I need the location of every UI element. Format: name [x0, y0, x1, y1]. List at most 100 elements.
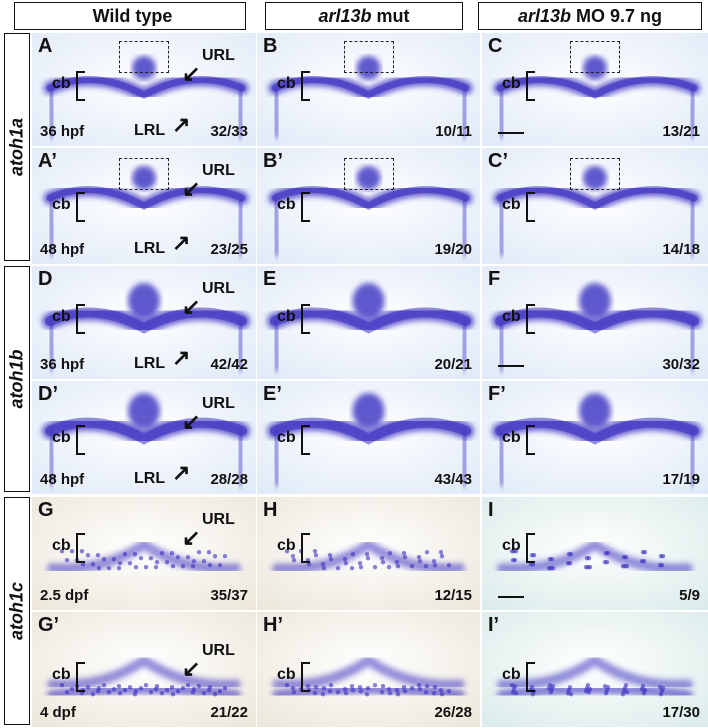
- cerebellum-label: cb: [502, 196, 521, 213]
- image-panel: A 32/33 36 hpf cb URL ↙ LRL ↗: [32, 33, 256, 146]
- column-header-arl13b-mut: arl13b mut: [265, 2, 463, 30]
- stage-label: 2.5 dpf: [40, 587, 89, 604]
- micrograph-image: [32, 266, 256, 379]
- panel-letter: C’: [488, 150, 508, 172]
- cerebellum-label: cb: [52, 666, 71, 683]
- roi-dashed-box: [343, 158, 394, 190]
- stage-label: 36 hpf: [40, 356, 85, 373]
- lrl-arrow-icon: ↗: [172, 230, 191, 255]
- cerebellum-label: cb: [277, 429, 296, 446]
- cerebellum-bracket: [526, 533, 535, 563]
- image-panel: B 10/11 cb: [257, 33, 480, 146]
- stage-label: 48 hpf: [40, 471, 85, 488]
- image-panel: C’ 14/18 cb: [482, 148, 708, 264]
- lrl-arrow-icon: ↗: [172, 112, 191, 137]
- lrl-label: LRL: [134, 470, 166, 487]
- cerebellum-bracket: [301, 71, 310, 101]
- cerebellum-label: cb: [52, 308, 71, 325]
- lrl-label: LRL: [134, 355, 166, 372]
- panel-letter: E: [263, 268, 277, 290]
- column-header-text: mut: [376, 5, 410, 26]
- micrograph-image: [257, 381, 480, 494]
- micrograph-image: [257, 33, 480, 146]
- micrograph-image: [482, 612, 708, 727]
- image-panel: D’ 28/28 48 hpf cb URL ↙ LRL ↗: [32, 381, 256, 494]
- micrograph-image: [257, 497, 480, 610]
- panel-letter: B’: [263, 150, 283, 172]
- roi-dashed-box: [343, 41, 394, 73]
- cerebellum-label: cb: [502, 429, 521, 446]
- image-panel: B’ 19/20 cb: [257, 148, 480, 264]
- micrograph-image: [32, 612, 256, 727]
- cerebellum-label: cb: [277, 537, 296, 554]
- stage-label: 36 hpf: [40, 123, 85, 140]
- cerebellum-bracket: [76, 662, 85, 692]
- cerebellum-label: cb: [52, 75, 71, 92]
- stage-label: 48 hpf: [40, 241, 85, 258]
- image-panel: F’ 17/19 cb: [482, 381, 708, 494]
- embryo-count: 21/22: [210, 704, 248, 721]
- cerebellum-label: cb: [277, 75, 296, 92]
- lrl-arrow-icon: ↗: [172, 460, 191, 485]
- micrograph-image: [32, 381, 256, 494]
- panel-letter: E’: [263, 383, 282, 405]
- embryo-count: 28/28: [210, 471, 248, 488]
- cerebellum-bracket: [76, 533, 85, 563]
- cerebellum-bracket: [526, 192, 535, 222]
- image-panel: F 30/32 cb: [482, 266, 708, 379]
- panel-letter: G’: [38, 614, 60, 636]
- scale-bar: [498, 365, 524, 367]
- url-label: URL: [202, 511, 235, 528]
- column-header-text: MO 9.7 ng: [576, 5, 663, 26]
- embryo-count: 10/11: [435, 123, 472, 140]
- micrograph-image: [482, 381, 708, 494]
- cerebellum-label: cb: [277, 196, 296, 213]
- embryo-count: 30/32: [662, 356, 700, 373]
- image-panel: H 12/15 cb: [257, 497, 480, 610]
- cerebellum-bracket: [76, 425, 85, 455]
- row-header-atoh1b: atoh1b: [4, 266, 30, 492]
- image-panel: E’ 43/43 cb: [257, 381, 480, 494]
- cerebellum-bracket: [76, 71, 85, 101]
- row-header-atoh1c: atoh1c: [4, 497, 30, 725]
- lrl-label: LRL: [134, 240, 166, 257]
- embryo-count: 19/20: [434, 241, 472, 258]
- column-header-arl13b-mo: arl13b MO 9.7 ng: [478, 2, 702, 30]
- column-header-wild-type: Wild type: [14, 2, 246, 30]
- embryo-count: 42/42: [210, 356, 248, 373]
- url-arrow-icon: ↙: [182, 176, 201, 201]
- cerebellum-bracket: [526, 304, 535, 334]
- url-label: URL: [202, 47, 235, 64]
- micrograph-image: [482, 33, 708, 146]
- panel-letter: H’: [263, 614, 283, 636]
- cerebellum-bracket: [76, 192, 85, 222]
- scale-bar: [498, 132, 524, 134]
- cerebellum-label: cb: [502, 537, 521, 554]
- scale-bar: [498, 596, 524, 598]
- url-arrow-icon: ↙: [182, 656, 201, 681]
- roi-dashed-box: [119, 41, 169, 73]
- embryo-count: 5/9: [679, 587, 700, 604]
- micrograph-image: [32, 497, 256, 610]
- panel-letter: F’: [488, 383, 506, 405]
- image-panel: I’ 17/30 cb: [482, 612, 708, 727]
- panel-letter: C: [488, 35, 503, 57]
- panel-letter: G: [38, 499, 54, 521]
- cerebellum-bracket: [526, 662, 535, 692]
- cerebellum-label: cb: [52, 196, 71, 213]
- panel-letter: A’: [38, 150, 57, 172]
- url-arrow-icon: ↙: [182, 525, 201, 550]
- embryo-count: 12/15: [434, 587, 472, 604]
- roi-dashed-box: [570, 41, 620, 73]
- roi-dashed-box: [570, 158, 620, 190]
- embryo-count: 17/30: [662, 704, 700, 721]
- row-header-label: atoh1b: [6, 349, 27, 409]
- cerebellum-bracket: [526, 425, 535, 455]
- cerebellum-label: cb: [502, 666, 521, 683]
- micrograph-image: [257, 266, 480, 379]
- embryo-count: 17/19: [662, 471, 700, 488]
- lrl-label: LRL: [134, 122, 166, 139]
- row-header-label: atoh1c: [6, 581, 27, 641]
- embryo-count: 14/18: [662, 241, 700, 258]
- stage-label: 4 dpf: [40, 704, 76, 721]
